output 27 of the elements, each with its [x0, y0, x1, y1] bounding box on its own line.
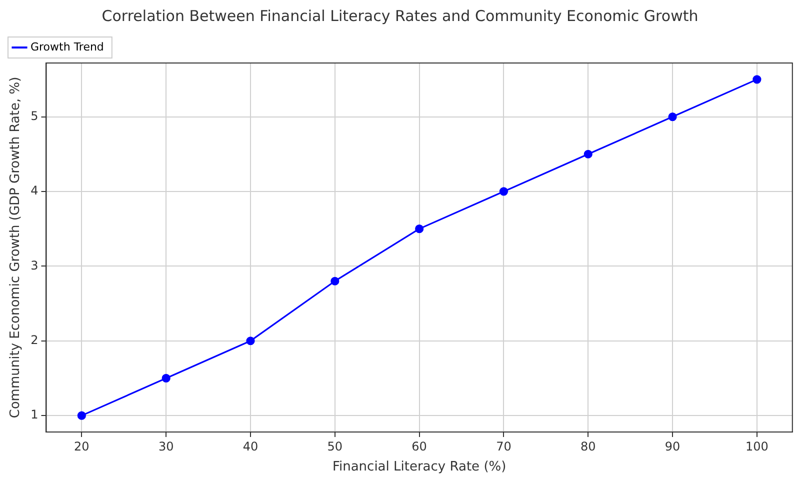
y-tick-label: 3	[30, 258, 38, 272]
point	[415, 224, 424, 234]
chart-title: Correlation Between Financial Literacy Rates and Community Economic Growth	[102, 6, 698, 25]
point	[752, 75, 762, 84]
point	[668, 112, 677, 122]
x-tick-label: 70	[496, 439, 512, 454]
legend-label: Growth Trend	[30, 40, 104, 54]
x-tick-label: 80	[580, 439, 596, 454]
x-tick-label: 40	[242, 439, 258, 454]
x-tick-label: 60	[412, 439, 427, 454]
point	[162, 374, 170, 383]
x-axis-title: Financial Literacy Rate (%)	[332, 460, 506, 475]
point	[499, 187, 508, 196]
y-tick-label: 4	[30, 184, 38, 198]
x-tick-label: 50	[327, 439, 343, 454]
point	[246, 336, 255, 346]
y-tick-label: 1	[30, 408, 38, 422]
point	[584, 150, 592, 158]
x-tick-label: 30	[158, 439, 174, 454]
point	[77, 411, 86, 420]
x-tick-label: 100	[745, 439, 768, 454]
x-tick-label: 20	[74, 439, 90, 454]
point	[330, 276, 340, 286]
y-tick-label: 5	[30, 108, 38, 123]
y-axis-title: Community Economic Growth (GDP Growth Rate, %)	[8, 76, 24, 418]
x-tick-label: 90	[664, 439, 680, 454]
y-tick-label: 2	[30, 332, 38, 347]
